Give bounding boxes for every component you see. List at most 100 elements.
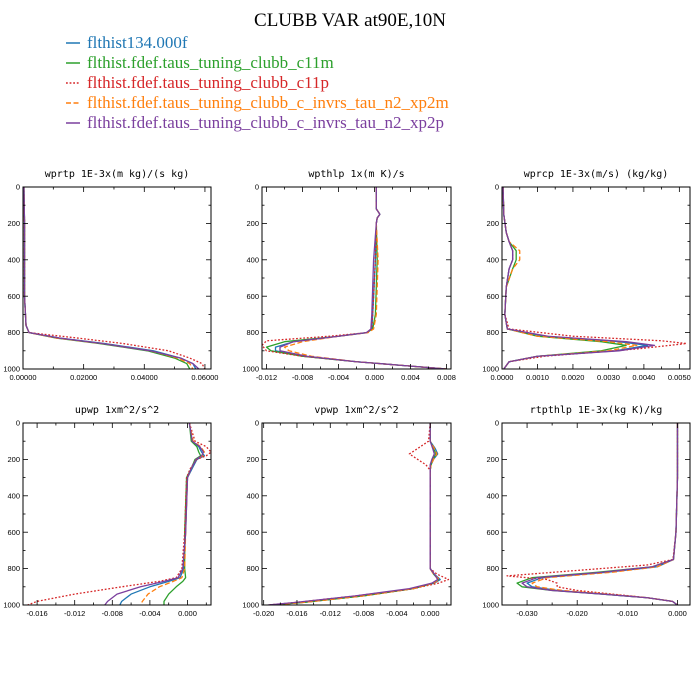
panel-title: wprcp 1E-3x(m/s) (kg/kg) [524, 169, 669, 180]
panel-2: wpthlp 1x(m K)/s 0 200 400 600 800 1000-0.012 -… [242, 169, 456, 382]
x-tick-label: 0.0050 [668, 373, 691, 382]
y-tick-label: 200 [246, 455, 259, 464]
x-tick-label: 0.0000 [491, 373, 514, 382]
x-tick-label: -0.030 [516, 609, 537, 618]
x-tick-label: 0.000 [365, 373, 384, 382]
y-tick-label: 0 [495, 183, 499, 192]
y-tick-label: 200 [486, 455, 499, 464]
panel-title: vpwp 1xm^2/s^2 [314, 405, 398, 416]
panel-title: wpthlp 1x(m K)/s [308, 169, 404, 180]
series-group [267, 423, 450, 605]
panel-title: wprtp 1E-3x(m kg)/(s kg) [45, 169, 190, 180]
legend-entry: flthist.fdef.taus_tuning_clubb_c11m [66, 53, 334, 72]
x-tick-label: 0.0030 [597, 373, 620, 382]
y-tick-label: 200 [246, 219, 259, 228]
series-line-3 [27, 423, 211, 605]
y-tick-label: 1000 [3, 601, 20, 610]
x-tick-label: 0.04000 [131, 373, 158, 382]
legend-label: flthist.fdef.taus_tuning_clubb_c_invrs_t… [87, 93, 449, 112]
x-tick-label: -0.004 [139, 609, 160, 618]
x-tick-label: 0.00000 [9, 373, 36, 382]
y-tick-label: 800 [7, 328, 20, 337]
legend: flthist134.000fflthist.fdef.taus_tuning_… [66, 33, 449, 132]
y-tick-label: 800 [7, 564, 20, 573]
series-line-2 [163, 423, 202, 605]
legend-label: flthist.fdef.taus_tuning_clubb_c11m [87, 53, 334, 72]
legend-entry: flthist.fdef.taus_tuning_clubb_c_invrs_t… [66, 93, 449, 112]
x-tick-label: 0.000 [178, 609, 197, 618]
x-tick-label: 0.06000 [191, 373, 218, 382]
x-tick-label: -0.016 [26, 609, 47, 618]
x-tick-label: 0.000 [421, 609, 440, 618]
series-line-5 [502, 187, 656, 369]
legend-entry: flthist134.000f [66, 33, 188, 52]
y-tick-label: 0 [16, 419, 20, 428]
y-tick-label: 600 [246, 528, 259, 537]
series-group [506, 423, 679, 605]
panel-4: upwp 1xm^2/s^2 0 200 400 600 800 1000 -0.016 -0.… [3, 405, 212, 618]
panel-3: wprcp 1E-3x(m/s) (kg/kg) 0 200 400 600 800 100… [482, 169, 691, 382]
y-tick-label: 400 [7, 255, 20, 264]
x-tick-label: -0.010 [617, 609, 638, 618]
legend-label: flthist134.000f [87, 33, 188, 52]
y-tick-label: 400 [486, 255, 499, 264]
y-tick-label: 800 [246, 328, 259, 337]
y-tick-label: 0 [16, 183, 20, 192]
x-tick-label: -0.008 [292, 373, 313, 382]
y-tick-label: 1000 [242, 601, 259, 610]
legend-entry: flthist.fdef.taus_tuning_clubb_c_invrs_t… [66, 113, 444, 132]
x-tick-label: -0.004 [328, 373, 349, 382]
y-tick-label: 200 [486, 219, 499, 228]
series-group [23, 187, 206, 369]
x-tick-label: -0.012 [64, 609, 85, 618]
panel-6: rtpthlp 1E-3x(kg K)/kg 0 200 400 600 800 1000 -… [482, 405, 691, 618]
y-tick-label: 1000 [482, 601, 499, 610]
y-tick-label: 600 [486, 292, 499, 301]
y-tick-label: 600 [7, 292, 20, 301]
series-line-5 [279, 187, 447, 369]
panel-1: wprtp 1E-3x(m kg)/(s kg) 0 200 400 600 800 100… [3, 169, 218, 382]
y-tick-label: 1000 [3, 365, 20, 374]
x-tick-label: 0.0040 [632, 373, 655, 382]
series-group [27, 423, 211, 605]
series-line-3 [23, 187, 206, 369]
y-tick-label: 600 [7, 528, 20, 537]
x-tick-label: -0.008 [353, 609, 374, 618]
y-tick-label: 1000 [242, 365, 259, 374]
x-tick-label: -0.012 [256, 373, 277, 382]
panel-title: rtpthlp 1E-3x(kg K)/kg [530, 405, 662, 416]
x-tick-label: 0.0010 [526, 373, 549, 382]
figure-title: CLUBB VAR at90E,10N [254, 10, 446, 31]
legend-label: flthist.fdef.taus_tuning_clubb_c_invrs_t… [87, 113, 444, 132]
series-line-5 [104, 423, 205, 605]
y-tick-label: 400 [7, 491, 20, 500]
y-tick-label: 400 [486, 491, 499, 500]
x-tick-label: -0.016 [286, 609, 307, 618]
panels: wprtp 1E-3x(m kg)/(s kg) 0 200 400 600 800 100… [3, 169, 691, 618]
x-tick-label: 0.02000 [70, 373, 97, 382]
x-tick-label: -0.004 [386, 609, 407, 618]
y-tick-label: 800 [486, 564, 499, 573]
x-tick-label: 0.000 [668, 609, 687, 618]
x-tick-label: -0.020 [253, 609, 274, 618]
y-tick-label: 800 [486, 328, 499, 337]
x-tick-label: -0.008 [102, 609, 123, 618]
y-tick-label: 400 [246, 491, 259, 500]
y-tick-label: 1000 [482, 365, 499, 374]
panel-title: upwp 1xm^2/s^2 [75, 405, 159, 416]
series-group [262, 187, 447, 369]
series-line-5 [23, 187, 200, 369]
x-tick-label: 0.008 [437, 373, 456, 382]
y-tick-label: 0 [495, 419, 499, 428]
x-tick-label: -0.012 [320, 609, 341, 618]
y-tick-label: 0 [255, 419, 259, 428]
x-tick-label: 0.0020 [561, 373, 584, 382]
legend-entry: flthist.fdef.taus_tuning_clubb_c11p [66, 73, 329, 92]
y-tick-label: 600 [486, 528, 499, 537]
y-tick-label: 200 [7, 219, 20, 228]
y-tick-label: 0 [255, 183, 259, 192]
y-tick-label: 600 [246, 292, 259, 301]
x-tick-label: 0.004 [401, 373, 420, 382]
